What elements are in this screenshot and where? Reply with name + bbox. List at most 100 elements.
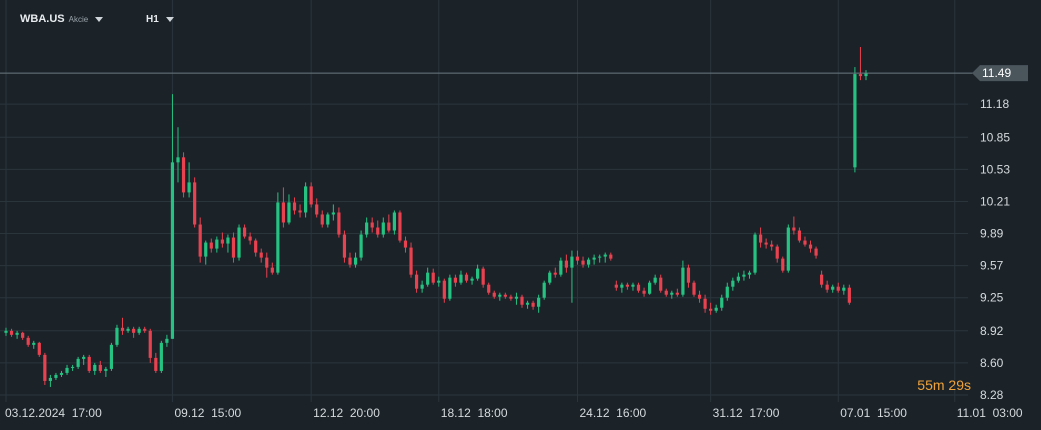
candle [304,182,308,218]
candle-body [126,328,130,331]
candle-body [797,230,802,241]
timeframe-label[interactable]: H1 [146,13,159,25]
candle-body [82,356,86,359]
candle-body [631,284,635,287]
candle-body [181,157,186,193]
candle [620,282,624,293]
candle-body [836,286,840,291]
candle [681,260,685,297]
chart-toolbar: WBA.US Akcie H1 [20,10,174,28]
candle [581,256,585,268]
candle-body [442,280,446,299]
candle-body [398,212,402,241]
candle [492,290,496,299]
candle [459,270,463,285]
candle [342,230,347,263]
candle [104,366,108,377]
candle-body [176,157,180,163]
candle [120,317,125,335]
candle [709,302,713,315]
candle-body [392,212,396,231]
candle-body [353,257,358,265]
candle-body [464,274,469,281]
candle-body [148,330,152,358]
candle [814,246,818,259]
candle [614,280,618,291]
candle [87,354,91,373]
symbol-dropdown-chevron-down-icon[interactable] [95,16,104,22]
candle-body [525,302,530,305]
candle [315,198,319,218]
candle [847,284,851,305]
candle-body [803,240,807,245]
candle-body [381,222,385,235]
timeframe-chevron-down-icon[interactable] [165,16,174,22]
candle [442,278,446,303]
candle [231,232,236,263]
candle [403,236,408,253]
candle-body [703,298,707,309]
candle-body [825,284,829,290]
current-price-label: 11.49 [982,66,1011,80]
candle-body [32,342,36,345]
candle [625,282,630,290]
candle [115,324,119,347]
candle [70,364,75,371]
candle [514,292,519,305]
candle [193,177,197,228]
candle [808,240,813,253]
candle [598,254,602,263]
candle [37,341,41,357]
candle-countdown: 55m 29s [917,377,971,393]
candle [498,292,502,301]
candle-body [476,268,480,279]
candle [215,236,219,253]
candle [836,282,840,293]
candle-body [614,284,618,288]
candle [636,282,641,293]
candle [575,250,580,265]
candle-body [231,237,236,258]
candle-body [808,244,813,249]
candle-body [636,284,641,291]
candle-body [198,224,202,257]
candle-body [193,182,197,225]
candle [209,238,213,253]
candle-body [165,338,169,343]
candle [21,331,25,340]
candle-body [143,328,147,331]
candle-body [9,330,14,335]
candle [481,266,485,288]
symbol-label[interactable]: WBA.US [20,13,65,25]
candle-body [697,294,702,299]
candle [287,194,291,225]
candle [65,364,69,375]
timeframe-selector[interactable]: H1 [146,14,174,25]
candle-body [553,272,557,275]
x-tick-label: 07.01 15:00 [840,406,907,420]
candle [725,282,729,301]
candle [176,127,180,183]
candle [365,217,369,238]
countdown-seconds-unit: s [964,377,971,393]
candle [198,217,202,263]
candle-body [814,248,818,256]
candle-body [858,74,863,77]
x-tick-label: 03.12.2024 17:00 [5,406,102,420]
y-tick-label: 10.21 [980,194,1010,208]
candle [154,352,158,373]
candle-body [54,374,58,378]
candle [792,216,796,235]
candle [670,290,674,299]
candle-body [120,327,125,331]
candle [664,288,668,297]
candle-body [659,277,663,291]
candle [387,214,391,233]
candle [276,192,280,275]
candle [858,47,863,81]
candle-body [170,162,175,339]
y-tick-label: 10.85 [980,130,1010,144]
candle-body [864,73,868,77]
candle [853,67,857,173]
